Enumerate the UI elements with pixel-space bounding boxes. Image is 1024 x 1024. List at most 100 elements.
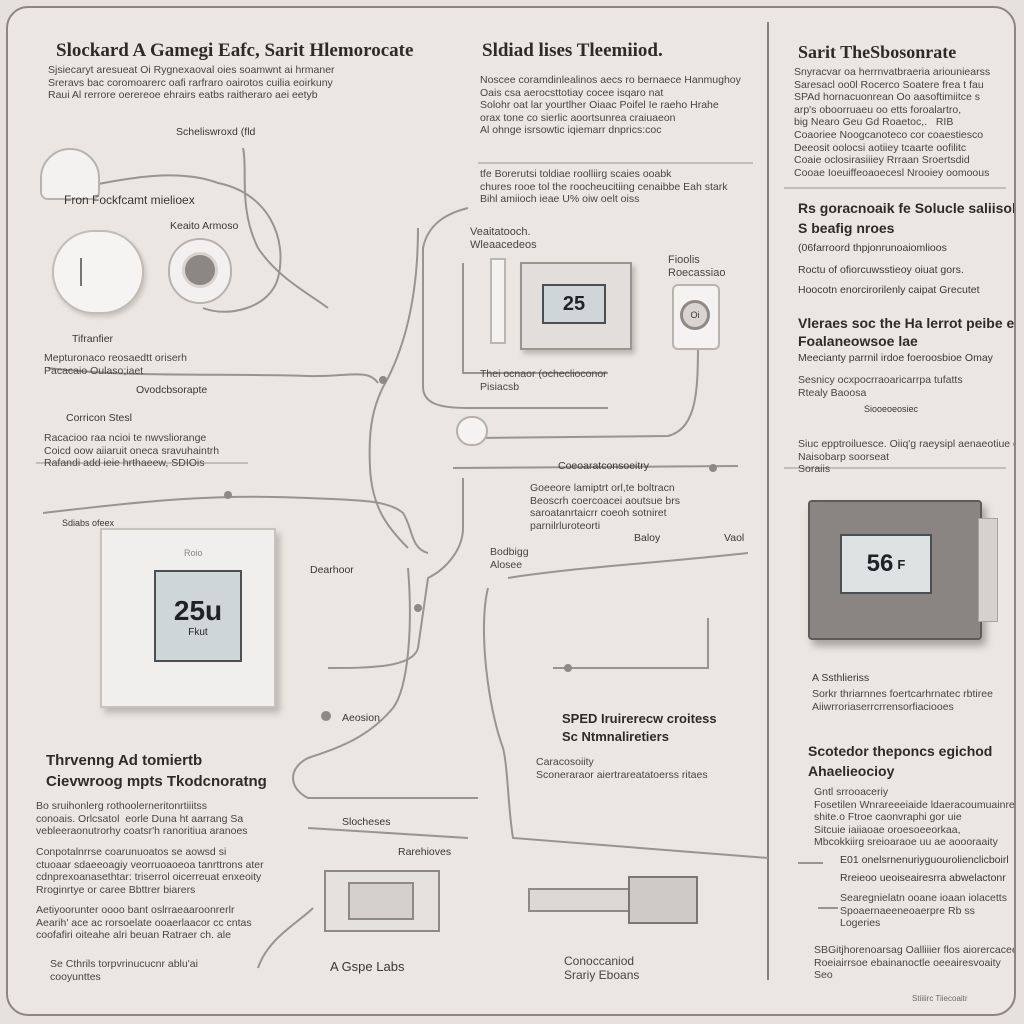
junction-1	[224, 491, 232, 499]
right-heading-1: Rs goracnoaik fe Solucle saliisobe	[798, 200, 1016, 216]
center-thermostat-reading: 25	[562, 292, 586, 315]
center-note-mid: Goeeore lamiptrt orl,te boltracn Beoscrh…	[530, 482, 680, 532]
wire-outdoor-loop	[47, 367, 379, 384]
label-rarelaves: Rarehioves	[398, 846, 452, 858]
wire-sensor-to-hub	[242, 147, 329, 309]
right-note-1: Roctu of ofiorcuwsstieoy oiuat gors.	[798, 264, 964, 276]
junction-3	[564, 664, 572, 672]
wiring-diagram	[36, 22, 1006, 980]
right-thermostat-display: 56 F	[840, 534, 932, 594]
junction-4	[709, 464, 717, 472]
label-schedule: Scheliswroxd (fld	[176, 126, 256, 138]
fan-device	[40, 148, 100, 200]
label-control: Corricon Stesl	[66, 412, 132, 424]
label-aesseion: Aeosion	[342, 712, 380, 724]
label-floor: Fioolis Roecassiao	[668, 254, 726, 280]
label-side: Sdiabs ofeex	[62, 518, 115, 528]
diagram-sheet: Slockard A Gamegi Eafc, Sarit Hlemorocat…	[6, 6, 1016, 1016]
left-thermostat-brand: Roio	[184, 548, 203, 558]
label-fan: Fron Fockfcamt mielioex	[64, 193, 195, 207]
bottom-left-footer: Se Cthrils torpvrinucucnr ablu'ai cooyun…	[50, 958, 198, 983]
left-thermostat-unit: Fkut	[188, 626, 208, 638]
right-note-3: Meecianty parrnil irdoe foeroosbioe Omay	[798, 352, 993, 364]
label-therm-note: Thei ocnaor (ocheclioconor Pisiacsb	[480, 368, 607, 393]
center-thermostat-display: 25	[542, 284, 606, 324]
wire-tail	[257, 907, 314, 969]
center-title: Sldiad lises Tleemiiod.	[482, 40, 663, 61]
note-left-1: Mepturonaco reosaedtt oriserh Pacacaio O…	[44, 352, 187, 377]
mechanism-center-motor	[628, 876, 698, 924]
floor-sensor-dial: Oi	[680, 300, 710, 330]
right-thermostat-unit: F	[897, 556, 906, 572]
wire-fan-to-sensor	[77, 174, 282, 313]
round-sensor	[52, 230, 144, 314]
label-body: Baloy	[634, 532, 661, 544]
right-intro: Snyracvar oa herrnvatbraeria ariouniears…	[794, 66, 991, 179]
wire-center-branch	[553, 618, 709, 669]
label-duct: Dearhoor	[310, 564, 354, 576]
junction-5	[414, 604, 422, 612]
label-connector: Coeoaratconsoeitry	[558, 460, 650, 472]
right-footer-sig: Stiiiirc Tiiecoaitr	[912, 994, 968, 1003]
wire-lower	[307, 827, 469, 839]
left-intro: Sjsiecaryt aresueat Oi Rygnexaoval oies …	[48, 64, 335, 102]
right-body-3: Gntl srrooaceriy Fosetilen Wnrareeeiaide…	[814, 786, 1016, 849]
junction-6	[321, 711, 331, 721]
right-note-4: Sesnicy ocxpocrraoaricarrpa tufatts Rtea…	[798, 374, 963, 399]
right-footer-1: SBGitjhorenoarsag Oalliiier flos aiorerc…	[814, 944, 1016, 982]
puck-sensor	[456, 416, 488, 446]
sensor-markings	[80, 258, 110, 286]
left-thermostat-reading: 25u	[173, 594, 223, 626]
wire-bracket	[462, 263, 608, 374]
label-outdoor: Ovodcbsorapte	[136, 384, 208, 396]
right-heading-2: Vleraes soc the Ha lerrot peibe eorfcil …	[798, 315, 1015, 350]
right-list-1: E01 onelsrnenuriyguourolienclicboirl	[840, 854, 1009, 866]
wire-drop	[292, 567, 478, 799]
left-title: Slockard A Gamegi Eafc, Sarit Hlemorocat…	[56, 40, 414, 61]
wire-riser	[327, 478, 464, 669]
center-section-text: Caracosoiity Sconeraraor aiertrareatatoe…	[536, 756, 708, 781]
right-thermostat-mount	[978, 518, 998, 622]
right-sub-1: S beafig nroes	[798, 220, 895, 236]
bottom-left-title: Thrvenng Ad tomiertb Cievwroog mpts Tkod…	[46, 752, 267, 790]
right-label-e: Sorkr thriarnnes foertcarhrnatec rbtiree…	[812, 688, 993, 713]
wire-main-trunk	[368, 227, 419, 549]
center-intro: Noscee coramdinlealinos aecs ro bernaece…	[480, 74, 741, 137]
label-transfer: Tifranfier	[72, 333, 114, 345]
center-section-title: SPED Iruirerecw croitess Sc Ntmnaliretie…	[562, 711, 717, 744]
wire-right-lead	[798, 862, 838, 909]
label-vent: Veaitatooch. Wleaacedeos	[470, 226, 537, 252]
label-bottom-sub: A Gspe Labs	[330, 959, 405, 974]
right-title: Sarit TheSbosonrate	[798, 42, 957, 62]
right-list-3: Searegnielatn ooane ioaan iolacetts Spoa…	[840, 892, 1007, 930]
right-note-5: Siuc epptroiluesce. Oiiq'g raeysipl aena…	[798, 438, 1014, 476]
camera-lens	[182, 252, 218, 288]
junction-2	[379, 376, 387, 384]
right-note-2: Hoocotn enorcirorilenly caipat Grecutet	[798, 284, 980, 296]
center-note-top: tfe Borerutsi toldiae roolliirg scaies o…	[480, 168, 728, 206]
label-boing: Bodbigg Alosee	[490, 546, 529, 571]
bottom-left-body-3: Aetiyoorunter oooo bant oslrraeaaroonrer…	[36, 904, 252, 942]
wire-floor-sensor	[477, 337, 699, 439]
wire-horizontal-1	[42, 495, 429, 554]
right-label-hint: Siooeoeosiec	[864, 404, 919, 414]
label-footer-center: Conoccaniod Srariy Eboans	[564, 954, 640, 983]
right-label-s: A Ssthlieriss	[812, 672, 870, 684]
left-thermostat-display: 25u Fkut	[154, 570, 242, 662]
label-vaol: Vaol	[724, 532, 745, 544]
label-slocheses: Slocheses	[342, 816, 391, 828]
wire-horizontal-2	[452, 465, 739, 469]
wire-center-loop-2	[483, 587, 769, 859]
right-heading-3: Scotedor theponcs egichod Ahaelieocioy	[808, 743, 993, 779]
wire-vent-feed	[422, 207, 608, 409]
right-thermostat-reading: 56	[866, 550, 894, 577]
right-list-2: Rreieoo ueoiseairesrra abwelactonr	[840, 872, 1006, 884]
bottom-left-body-1: Bo sruihonlerg rothoolerneritonrtiiitss …	[36, 800, 248, 838]
vent-strip	[490, 258, 506, 344]
floor-sensor-reading: Oi	[690, 310, 700, 320]
mechanism-left-inner	[348, 882, 414, 920]
wire-center-loop	[507, 552, 749, 579]
note-left-2: Racacioo raa ncioi te nwvsliorange Coicd…	[44, 432, 220, 470]
right-sub-2: (06farroord thpjonrunoaiomlioos	[798, 242, 947, 254]
label-sensor: Keaito Armoso	[170, 220, 239, 232]
